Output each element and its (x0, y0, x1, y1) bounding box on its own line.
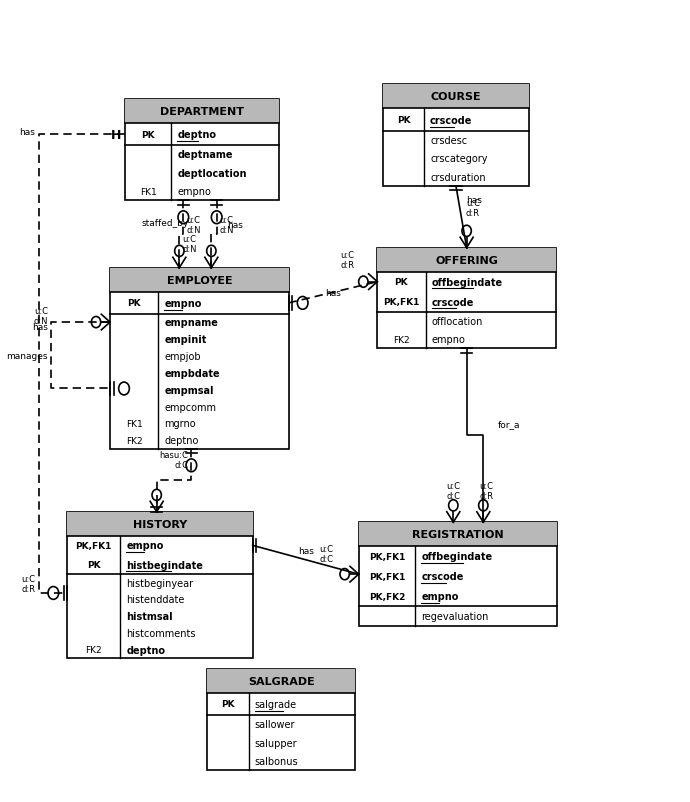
Text: empno: empno (431, 335, 466, 345)
Text: staffed_by: staffed_by (141, 218, 188, 227)
Text: deptno: deptno (126, 645, 165, 655)
Text: has: has (19, 128, 35, 137)
Text: u:C
d:R: u:C d:R (466, 199, 480, 218)
Text: has: has (325, 289, 341, 298)
Text: PK,FK2: PK,FK2 (368, 592, 405, 601)
Bar (377, 249, 556, 273)
Bar (126, 99, 279, 201)
Text: PK,FK1: PK,FK1 (383, 298, 420, 307)
Text: has: has (297, 547, 313, 556)
Text: histbeginyear: histbeginyear (126, 577, 193, 588)
Text: salgrade: salgrade (255, 699, 297, 709)
Text: REGISTRATION: REGISTRATION (412, 529, 504, 540)
Text: EMPLOYEE: EMPLOYEE (166, 275, 232, 286)
Bar (126, 99, 279, 124)
Text: regevaluation: regevaluation (422, 611, 489, 622)
Text: sallower: sallower (255, 719, 295, 729)
Text: PK: PK (395, 277, 408, 287)
Text: OFFERING: OFFERING (435, 255, 498, 265)
Text: manages: manages (6, 351, 48, 360)
Text: u:C
d:N: u:C d:N (182, 235, 197, 254)
Text: crscode: crscode (430, 115, 473, 125)
Text: salupper: salupper (255, 738, 297, 747)
Text: u:C
d:N: u:C d:N (186, 216, 201, 235)
Text: PK,FK1: PK,FK1 (76, 541, 112, 550)
Text: offlocation: offlocation (431, 317, 483, 326)
Text: FK1: FK1 (126, 419, 143, 428)
Bar (384, 85, 529, 109)
Text: u:C
d:N: u:C d:N (219, 216, 234, 235)
Text: empinit: empinit (164, 335, 206, 345)
Text: u:C
d:C: u:C d:C (319, 545, 334, 564)
Text: empname: empname (164, 318, 218, 328)
Text: empno: empno (126, 541, 164, 551)
Bar (68, 512, 253, 536)
Text: PK: PK (128, 299, 141, 308)
Text: for_a: for_a (498, 419, 520, 428)
Text: crsdesc: crsdesc (430, 136, 467, 146)
Text: histbegindate: histbegindate (126, 560, 203, 570)
Text: empno: empno (422, 591, 459, 602)
Text: offbegindate: offbegindate (422, 552, 493, 561)
Bar (359, 522, 558, 546)
Text: empbdate: empbdate (164, 368, 220, 379)
Text: PK: PK (221, 699, 235, 708)
Text: has: has (228, 221, 244, 229)
Text: crscode: crscode (422, 572, 464, 581)
Text: FK2: FK2 (126, 436, 142, 445)
Text: salbonus: salbonus (255, 756, 298, 766)
Text: FK2: FK2 (86, 646, 102, 654)
Text: crscode: crscode (431, 298, 474, 307)
Bar (377, 249, 556, 349)
Text: PK: PK (397, 116, 411, 125)
Text: empmsal: empmsal (164, 385, 214, 395)
Text: histmsal: histmsal (126, 611, 172, 622)
Text: PK,FK1: PK,FK1 (368, 552, 405, 561)
Text: empno: empno (177, 187, 211, 197)
Bar (207, 669, 355, 770)
Text: deptno: deptno (164, 435, 199, 446)
Text: SALGRADE: SALGRADE (248, 676, 315, 686)
Text: mgrno: mgrno (164, 419, 196, 429)
Bar (110, 269, 288, 449)
Text: HISTORY: HISTORY (133, 519, 187, 529)
Text: COURSE: COURSE (431, 92, 482, 103)
Text: histenddate: histenddate (126, 594, 184, 605)
Text: empcomm: empcomm (164, 402, 216, 412)
Text: PK: PK (141, 131, 155, 140)
Text: FK2: FK2 (393, 335, 410, 344)
Text: u:C
d:R: u:C d:R (21, 574, 35, 593)
Text: crsduration: crsduration (430, 172, 486, 183)
Text: DEPARTMENT: DEPARTMENT (160, 107, 244, 116)
Text: u:C
d:R: u:C d:R (340, 250, 355, 270)
Text: d:C: d:C (174, 460, 188, 469)
Bar (110, 269, 288, 292)
Text: deptlocation: deptlocation (177, 168, 247, 179)
Text: u:C
d:R: u:C d:R (480, 481, 493, 500)
Text: has: has (466, 196, 482, 205)
Text: FK1: FK1 (140, 188, 157, 196)
Text: histcomments: histcomments (126, 628, 196, 638)
Text: u:C
d:N: u:C d:N (34, 306, 48, 326)
Text: u:C
d:C: u:C d:C (446, 481, 460, 500)
Text: empjob: empjob (164, 351, 201, 362)
Bar (359, 522, 558, 626)
Text: PK: PK (87, 561, 101, 569)
Text: offbegindate: offbegindate (431, 277, 503, 287)
Bar (384, 85, 529, 187)
Text: PK,FK1: PK,FK1 (368, 572, 405, 581)
Bar (207, 669, 355, 693)
Text: crscategory: crscategory (430, 154, 488, 164)
Text: has: has (32, 322, 48, 331)
Bar (68, 512, 253, 658)
Text: hasu:C: hasu:C (159, 451, 188, 460)
Text: empno: empno (164, 298, 201, 309)
Text: deptno: deptno (177, 130, 217, 140)
Text: deptname: deptname (177, 150, 233, 160)
Text: H: H (111, 128, 121, 141)
